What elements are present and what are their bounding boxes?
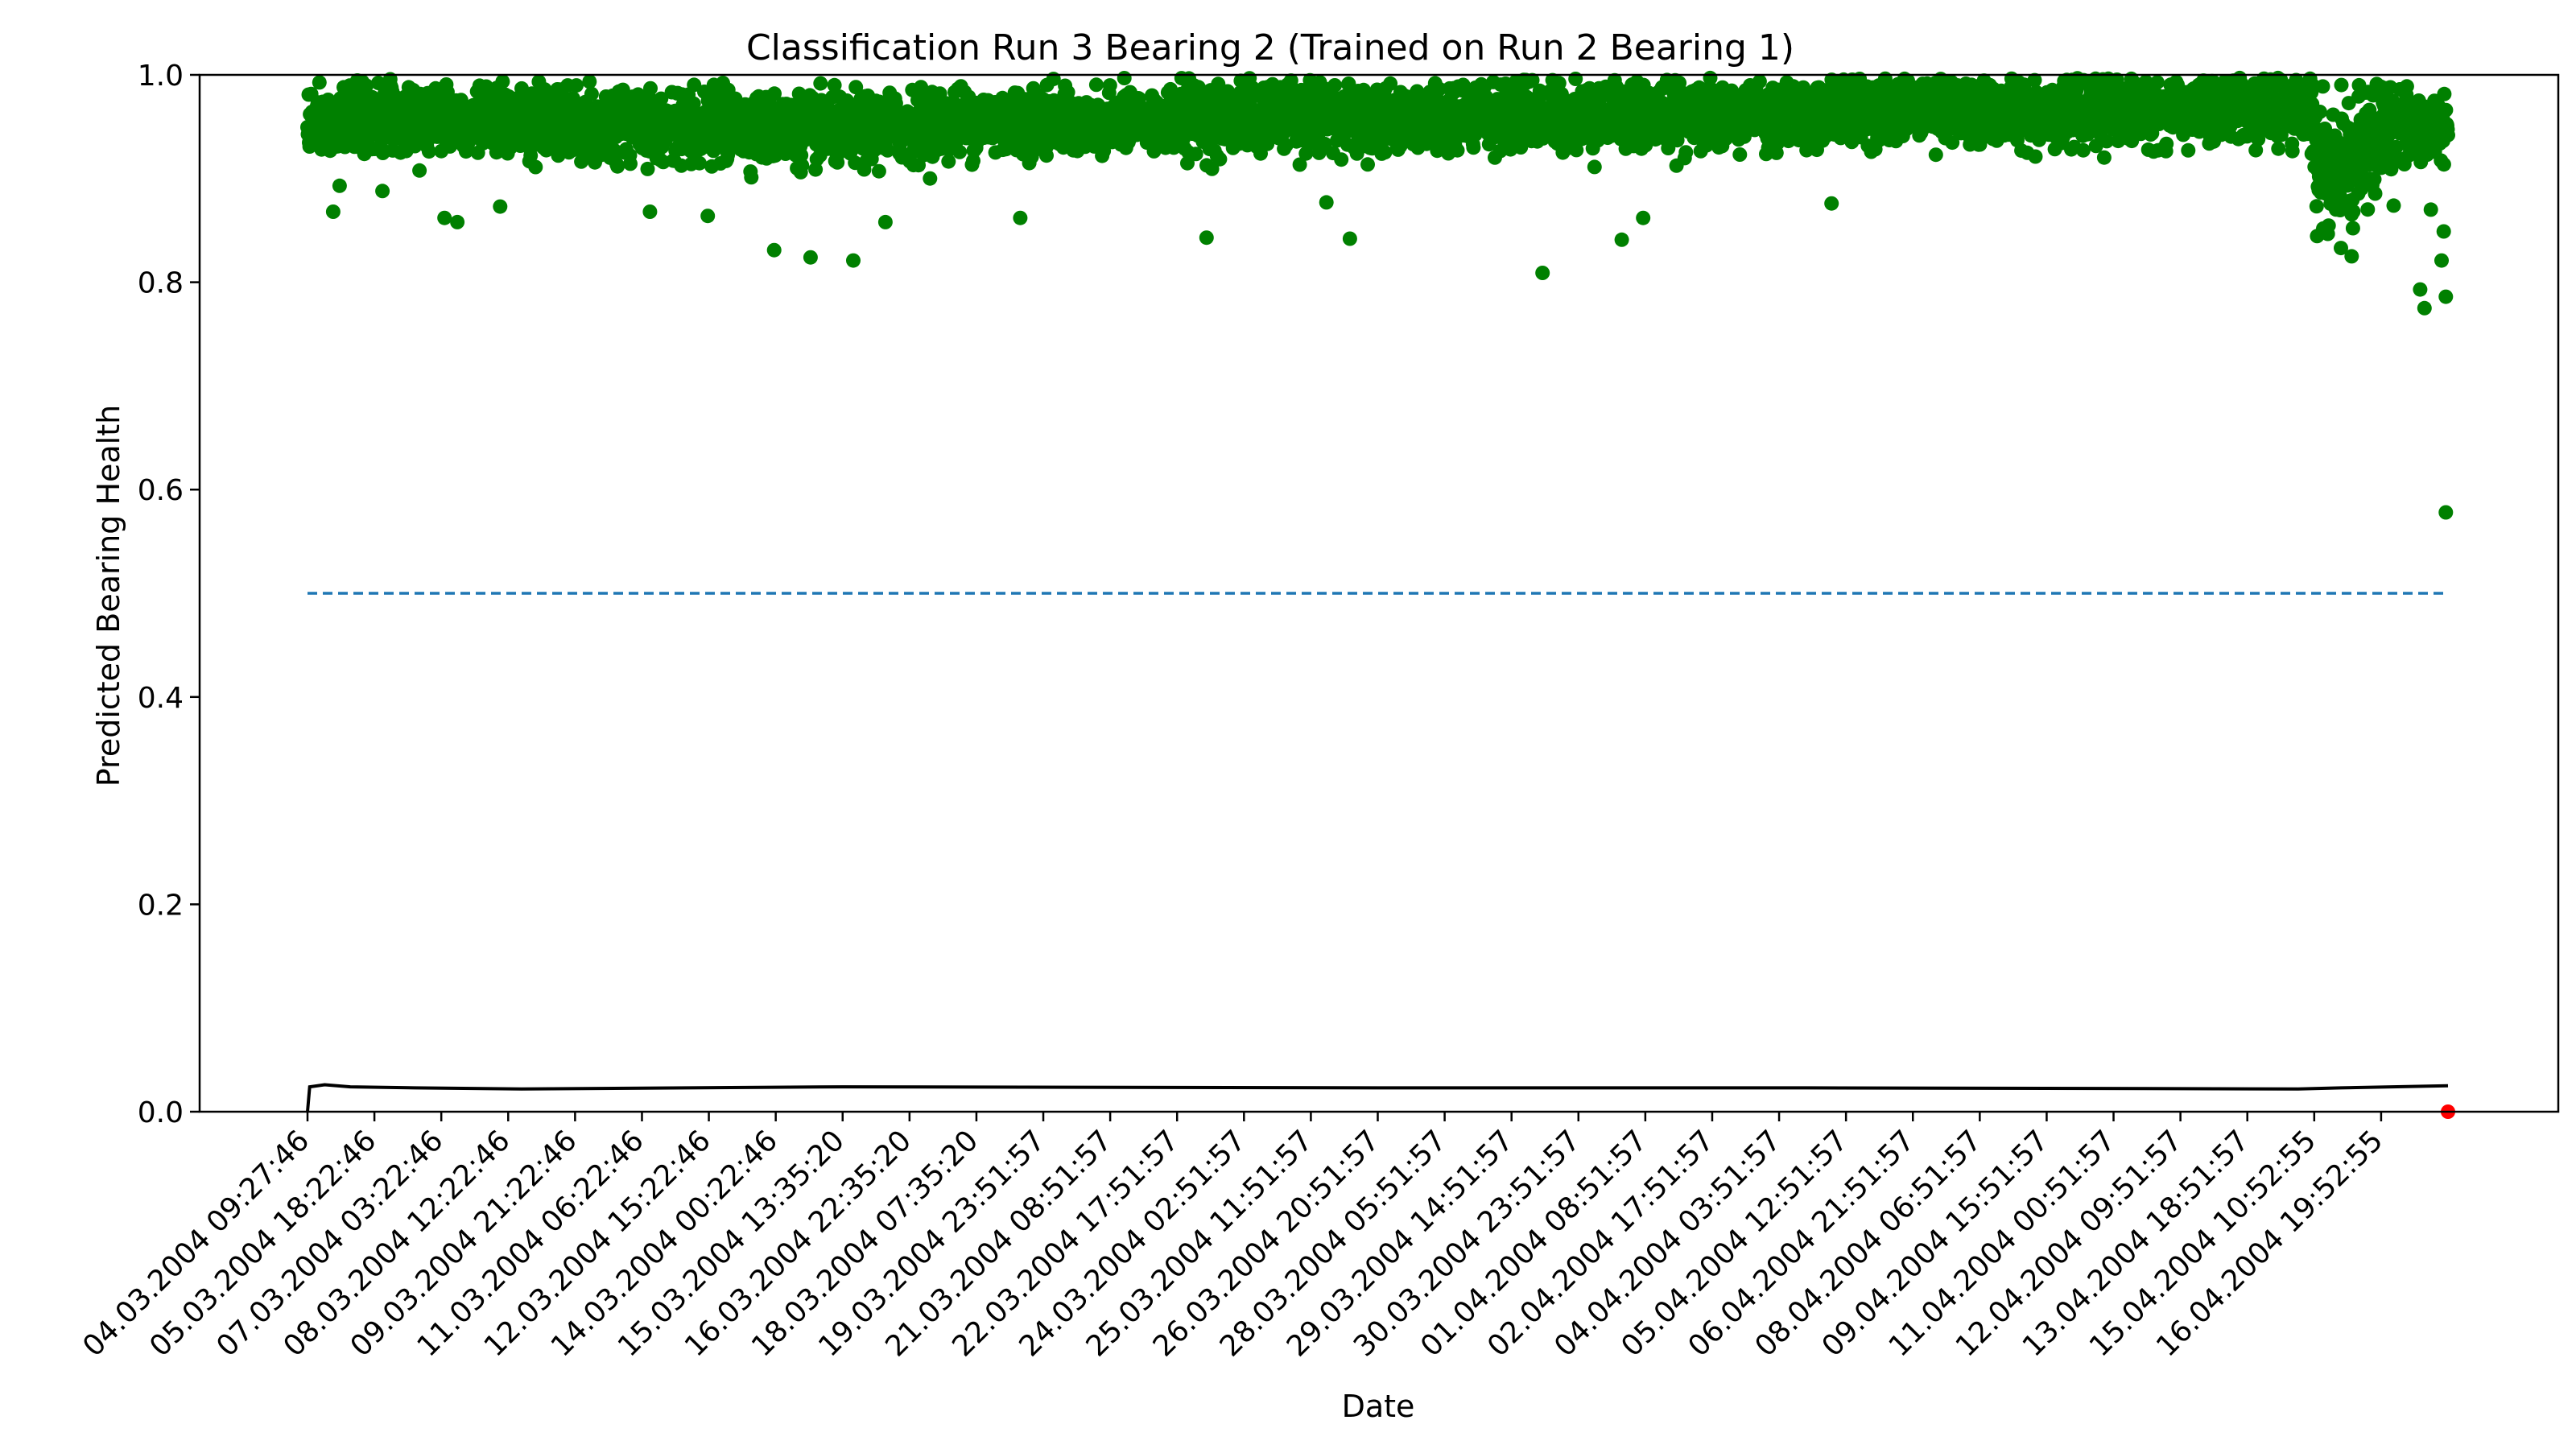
health-point [1732,147,1748,162]
health-point [2315,79,2330,94]
health-point [1569,142,1584,158]
health-point [1102,78,1117,93]
health-point [654,91,669,106]
health-point [2075,142,2091,158]
health-point [2096,150,2112,165]
health-point [1039,148,1054,163]
health-point [2149,75,2165,90]
health-point [359,78,374,93]
health-point [421,144,436,159]
health-point [691,155,707,171]
health-point [312,75,327,90]
health-point [880,142,895,158]
health-point [623,156,638,171]
health-point [1212,151,1228,167]
chart-title: Classification Run 3 Bearing 2 (Trained … [746,27,1794,68]
health-point [1292,157,1307,172]
health-point [1736,129,1752,144]
health-point [1204,161,1220,176]
health-point [1180,155,1195,171]
health-point [2099,134,2114,149]
health-point [1678,145,1694,160]
health-point [495,74,510,89]
health-point [827,77,842,93]
health-point [2028,149,2043,164]
data-marks [300,70,2455,1119]
health-point [1327,78,1343,93]
health-point [1928,147,1943,163]
health-point [795,158,810,173]
health-point [2248,142,2264,158]
health-point [2346,204,2361,219]
health-point [1752,74,1767,89]
health-point [584,86,599,101]
health-point [1450,142,1465,158]
health-point [1587,159,1602,175]
health-point [2027,72,2042,88]
health-point [2159,136,2174,151]
health-point [2271,141,2286,156]
health-point [2309,199,2324,214]
health-point [523,148,539,163]
health-point [914,80,929,95]
health-point [1432,81,1447,97]
health-point [1703,70,1718,85]
health-point [952,144,968,159]
health-point [2334,77,2349,93]
health-point [1117,71,1132,85]
health-point [1360,157,1375,172]
health-point [528,159,543,175]
health-point [923,171,938,186]
health-point [767,86,782,101]
health-point [640,161,655,176]
health-point [569,78,584,93]
health-point [582,74,597,89]
health-point [610,159,625,174]
health-point [1188,147,1203,162]
health-point [412,163,427,178]
health-point [871,163,886,179]
health-point [1466,140,1481,155]
health-point [1525,72,1540,88]
health-point [1551,76,1567,91]
health-point [744,170,759,185]
health-point [848,80,864,95]
health-point [2321,218,2336,233]
health-point [966,153,980,168]
health-point [813,76,828,91]
health-point [687,77,702,93]
health-point [941,154,956,169]
health-point [1383,76,1398,91]
health-point [1088,77,1104,93]
health-point [2181,142,2196,158]
health-point [2345,221,2360,236]
health-point [2312,105,2327,119]
health-point [1377,145,1393,160]
health-point [1945,135,1960,151]
health-point [643,80,658,96]
health-point [1568,72,1583,86]
health-point [1334,152,1349,167]
health-point [2285,143,2300,159]
health-point [830,155,845,170]
